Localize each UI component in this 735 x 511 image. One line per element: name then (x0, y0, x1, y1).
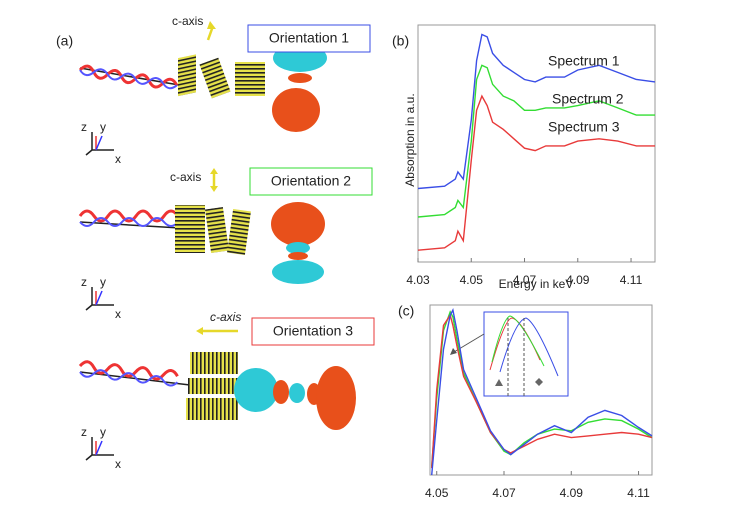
x-axis-label: Energy in keV (499, 277, 574, 291)
spectrum-line (417, 94, 655, 251)
plot-frame (429, 304, 653, 476)
c-axis-label: c-axis (210, 310, 241, 324)
panel-label: (b) (392, 33, 409, 49)
y-axis-label: Absorption in a.u. (403, 93, 417, 186)
inset (450, 311, 569, 397)
orientation-title: Orientation 1 (269, 30, 349, 46)
x-tick-label: 4.07 (492, 486, 516, 500)
x-tick-label: 4.11 (627, 486, 650, 500)
x-tick-label: 4.05 (425, 486, 449, 500)
x-tick-label: 4.09 (560, 486, 584, 500)
axis-glyph-label: y (100, 425, 106, 439)
series-label: Spectrum 2 (552, 91, 624, 107)
axis-glyph-label: z (81, 275, 87, 289)
x-tick-label: 4.07 (513, 273, 537, 287)
illustration-row-1 (78, 21, 371, 132)
plot-frame (417, 24, 656, 263)
series-label: Spectrum 1 (548, 53, 620, 69)
illustration-row-2 (78, 167, 373, 284)
c-axis-label: c-axis (170, 170, 201, 184)
orientation-title: Orientation 3 (273, 323, 353, 339)
spectrum-line (431, 308, 653, 476)
x-tick-label: 4.05 (460, 273, 484, 287)
axis-glyph-label: y (100, 275, 106, 289)
x-tick-label: 4.03 (406, 273, 430, 287)
illustration-row-3 (78, 317, 375, 430)
axis-glyph-label: x (115, 152, 121, 166)
spectrum-line (417, 33, 656, 190)
axis-glyph-label: x (115, 457, 121, 471)
axis-glyph-label: y (100, 120, 106, 134)
panel-label: (a) (56, 33, 73, 49)
panel-label: (c) (398, 303, 414, 319)
axis-glyph-label: x (115, 307, 121, 321)
spectrum-line (417, 64, 655, 218)
axes-glyphs (85, 132, 114, 461)
x-tick-label: 4.11 (620, 273, 643, 287)
axis-glyph-label: z (81, 425, 87, 439)
orientation-title: Orientation 2 (271, 173, 351, 189)
axis-glyph-label: z (81, 120, 87, 134)
c-axis-label: c-axis (172, 14, 203, 28)
x-tick-label: 4.09 (566, 273, 590, 287)
series-label: Spectrum 3 (548, 119, 620, 135)
